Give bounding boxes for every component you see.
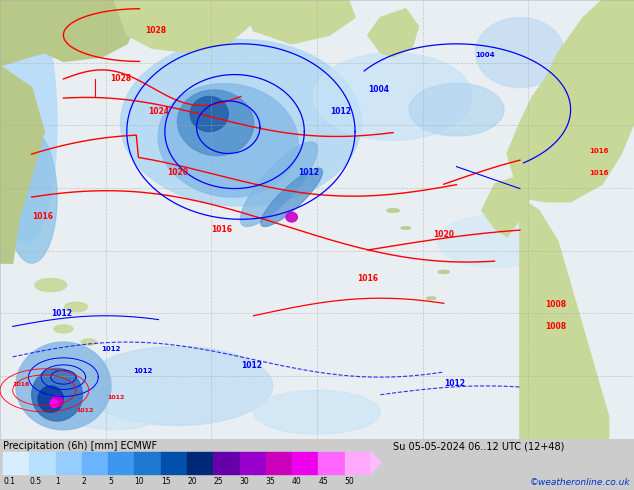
Text: 1012: 1012	[76, 408, 93, 413]
Polygon shape	[241, 0, 355, 44]
Ellipse shape	[387, 209, 399, 212]
Ellipse shape	[50, 399, 58, 407]
Ellipse shape	[6, 131, 57, 263]
Text: 1016: 1016	[211, 225, 233, 234]
Ellipse shape	[438, 270, 450, 273]
Polygon shape	[0, 0, 139, 66]
Ellipse shape	[54, 325, 73, 333]
Ellipse shape	[158, 84, 299, 197]
Text: 1012: 1012	[101, 346, 121, 352]
Text: 1020: 1020	[167, 169, 188, 177]
Text: 1016: 1016	[589, 171, 609, 176]
Polygon shape	[371, 452, 381, 473]
Ellipse shape	[240, 142, 318, 226]
Text: 1012: 1012	[241, 362, 262, 370]
Text: 45: 45	[318, 477, 328, 486]
Ellipse shape	[409, 83, 504, 136]
Text: 20: 20	[187, 477, 197, 486]
Text: 1012: 1012	[108, 395, 125, 400]
Text: 5: 5	[108, 477, 113, 486]
Ellipse shape	[38, 386, 63, 412]
Bar	[292, 452, 318, 473]
Bar	[82, 452, 108, 473]
Bar	[108, 452, 134, 473]
Polygon shape	[0, 66, 44, 263]
Text: 35: 35	[266, 477, 276, 486]
Text: 1012: 1012	[133, 368, 153, 374]
Text: ©weatheronline.co.uk: ©weatheronline.co.uk	[530, 478, 631, 488]
Polygon shape	[507, 0, 634, 202]
Text: 0.1: 0.1	[3, 477, 15, 486]
Text: 1008: 1008	[545, 300, 566, 309]
Text: 1012: 1012	[330, 107, 351, 116]
Bar	[56, 452, 82, 473]
Text: 25: 25	[213, 477, 223, 486]
Text: 1012: 1012	[51, 309, 72, 318]
Text: Su 05-05-2024 06..12 UTC (12+48): Su 05-05-2024 06..12 UTC (12+48)	[393, 441, 564, 451]
Text: 2: 2	[82, 477, 87, 486]
Text: 15: 15	[161, 477, 171, 486]
Bar	[161, 452, 187, 473]
Ellipse shape	[120, 40, 361, 206]
Ellipse shape	[81, 339, 96, 345]
Polygon shape	[114, 0, 254, 52]
Ellipse shape	[426, 297, 436, 299]
Bar	[240, 452, 266, 473]
Ellipse shape	[437, 215, 552, 268]
Text: 1016: 1016	[13, 382, 30, 387]
Text: 30: 30	[240, 477, 249, 486]
Bar	[134, 452, 161, 473]
Ellipse shape	[254, 391, 380, 434]
Ellipse shape	[0, 2, 57, 244]
Bar	[29, 452, 56, 473]
Ellipse shape	[476, 18, 564, 88]
Bar	[213, 452, 240, 473]
Ellipse shape	[65, 302, 87, 312]
Ellipse shape	[57, 377, 171, 430]
Text: 1012: 1012	[444, 379, 465, 388]
Polygon shape	[482, 175, 533, 237]
Ellipse shape	[401, 227, 411, 229]
Ellipse shape	[178, 90, 254, 156]
Ellipse shape	[190, 97, 228, 131]
Bar	[318, 452, 345, 473]
Text: 1020: 1020	[433, 230, 455, 239]
Ellipse shape	[35, 278, 67, 292]
Text: 1024: 1024	[148, 107, 169, 116]
Ellipse shape	[16, 342, 111, 430]
Text: 40: 40	[292, 477, 302, 486]
Text: 1028: 1028	[110, 74, 131, 83]
Ellipse shape	[51, 396, 63, 407]
Text: 50: 50	[345, 477, 354, 486]
Text: 1004: 1004	[368, 85, 389, 94]
Bar	[187, 452, 213, 473]
Text: 0.5: 0.5	[29, 477, 42, 486]
Polygon shape	[520, 197, 609, 439]
Bar	[345, 452, 371, 473]
Polygon shape	[368, 9, 418, 57]
Text: 10: 10	[134, 477, 144, 486]
Text: 1016: 1016	[32, 212, 53, 221]
Text: 1008: 1008	[545, 322, 566, 331]
Ellipse shape	[82, 346, 273, 425]
Ellipse shape	[314, 52, 472, 140]
Text: 1012: 1012	[298, 169, 319, 177]
Text: Precipitation (6h) [mm] ECMWF: Precipitation (6h) [mm] ECMWF	[3, 441, 157, 451]
Ellipse shape	[286, 212, 297, 222]
Text: 1: 1	[56, 477, 60, 486]
Bar	[266, 452, 292, 473]
Text: 1016: 1016	[589, 148, 609, 154]
Bar	[3, 452, 29, 473]
Text: 1028: 1028	[145, 26, 166, 35]
Ellipse shape	[261, 168, 323, 226]
Text: 1004: 1004	[476, 52, 495, 58]
Ellipse shape	[32, 368, 82, 421]
Text: 1016: 1016	[357, 274, 378, 283]
